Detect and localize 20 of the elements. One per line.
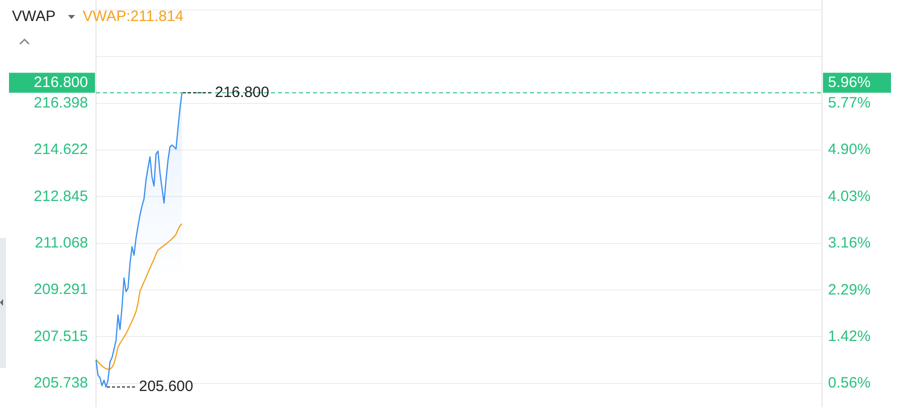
y2-tick-label: 4.90% bbox=[828, 141, 871, 158]
y2-tick-label: 2.29% bbox=[828, 281, 871, 298]
y-tick-label: 207.515 bbox=[34, 328, 88, 345]
y2-tick-label: 4.03% bbox=[828, 188, 871, 205]
y-tick-label: 209.291 bbox=[34, 281, 88, 298]
y-tick-label: 212.845 bbox=[34, 188, 88, 205]
y-tick-label: 214.622 bbox=[34, 141, 88, 158]
data-label: 216.800 bbox=[215, 84, 270, 101]
y-tick-label: 216.398 bbox=[34, 94, 88, 112]
ref-line-label: 216.800 bbox=[34, 74, 88, 91]
text: VWAP bbox=[12, 8, 56, 26]
text: VWAP:211.814 bbox=[82, 8, 184, 26]
y2-tick-label: 1.42% bbox=[828, 328, 871, 346]
data-label: 205.600 bbox=[139, 378, 194, 396]
text: 5.96% bbox=[828, 74, 871, 91]
y-tick-label: 211.068 bbox=[34, 234, 88, 252]
y2-tick-label: 3.16% bbox=[828, 234, 871, 252]
y2-tick-label: 5.77% bbox=[828, 94, 871, 112]
y2-tick-label: 0.56% bbox=[828, 374, 871, 392]
y-tick-label: 205.738 bbox=[34, 374, 88, 392]
